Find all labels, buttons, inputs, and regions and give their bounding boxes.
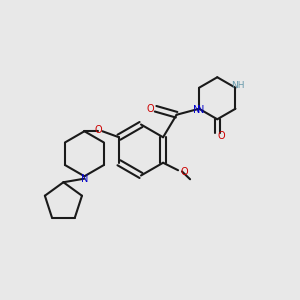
Text: N: N xyxy=(81,174,88,184)
Text: O: O xyxy=(218,131,226,141)
Text: N: N xyxy=(196,105,204,115)
Text: O: O xyxy=(146,104,154,114)
Text: O: O xyxy=(94,125,102,135)
Text: N: N xyxy=(193,105,200,115)
Text: O: O xyxy=(181,167,188,177)
Text: NH: NH xyxy=(231,81,244,90)
